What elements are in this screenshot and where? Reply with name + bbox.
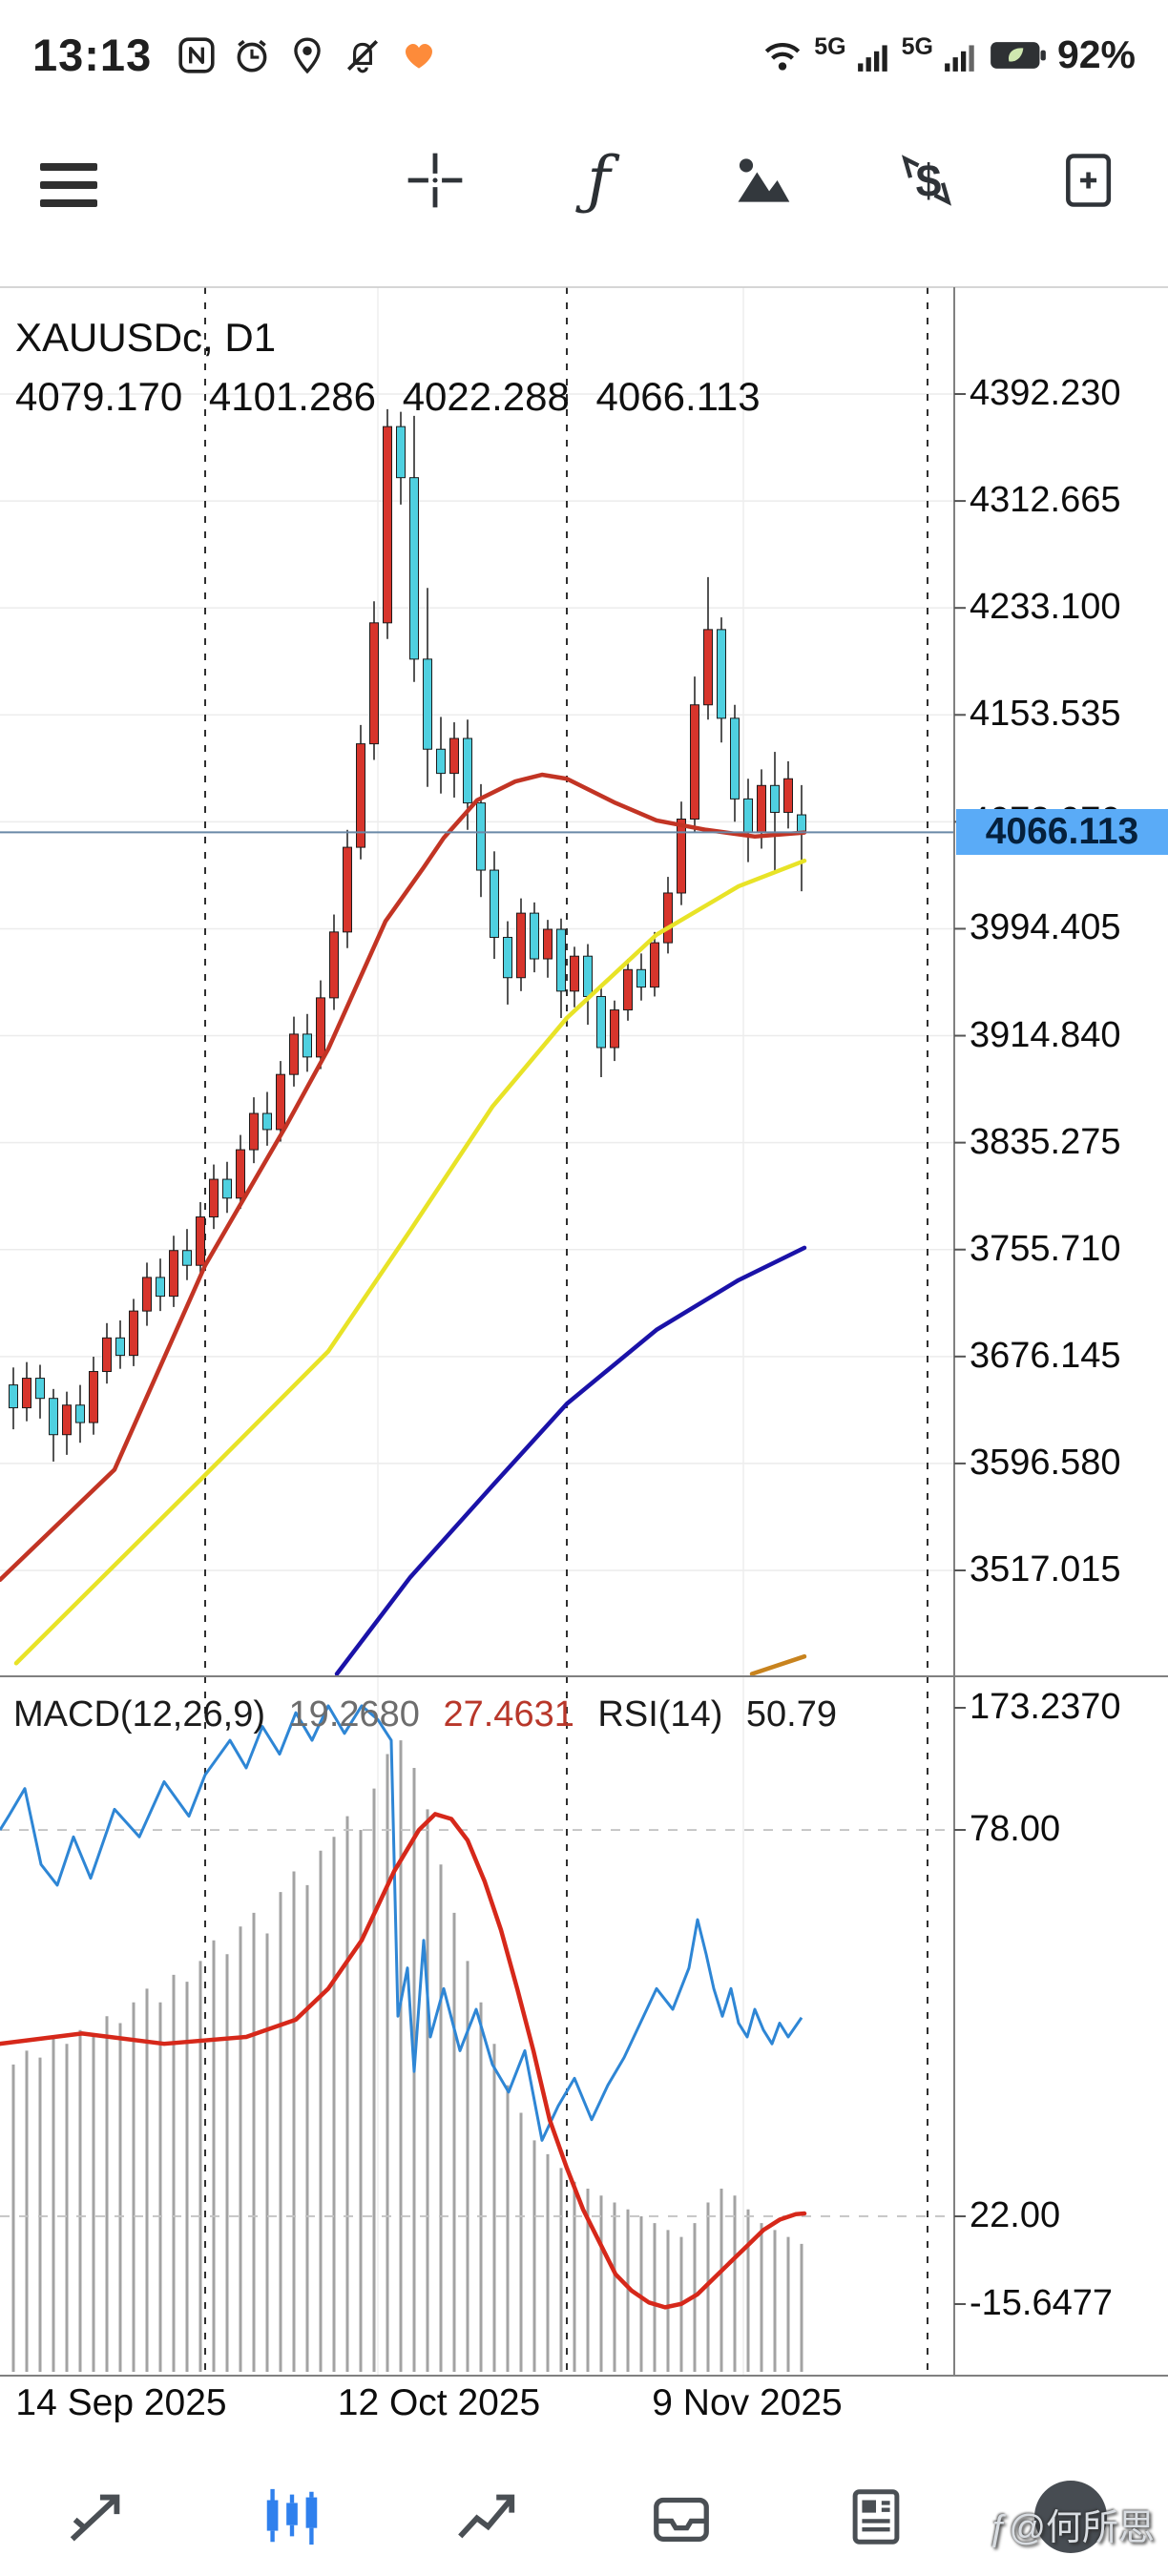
menu-button[interactable] [40,163,97,218]
symbol-period-label: XAUUSDc, D1 [15,315,277,360]
alarm-icon [237,39,267,73]
ma-yellow [13,858,807,1666]
objects-icon [738,158,790,202]
ma-navy [334,1245,807,1676]
ma-red [0,772,807,1583]
toolbox-icon [654,2497,709,2542]
date-axis-label: 9 Nov 2025 [652,2382,843,2423]
battery-icon [991,41,1046,69]
crosshair-button[interactable] [401,146,469,215]
date-axis-label: 14 Sep 2025 [15,2382,227,2423]
svg-text:$: $ [915,156,941,207]
watermark-text: ƒ@何所思 [989,2508,1155,2548]
indicator-values-row: MACD(12,26,9) 19.2680 27.4631 RSI(14) 50… [13,1694,850,1735]
current-price-badge: 4066.113 [956,809,1168,856]
nav-news[interactable] [833,2474,919,2560]
objects-button[interactable] [728,146,797,215]
price-axis-label: 4312.665 [970,480,1121,521]
function-icon: ƒ [587,143,611,217]
price-axis-label: 3835.275 [970,1121,1121,1162]
price-axis-label: 3755.710 [970,1228,1121,1269]
new-order-button[interactable] [1055,146,1124,215]
price-axis-label: 3914.840 [970,1014,1121,1055]
macd-value-2: 27.4631 [443,1694,574,1735]
wifi-icon [765,42,801,71]
ma-orange [749,1653,807,1676]
trend-line-icon [458,2494,515,2538]
trade-symbols-button[interactable]: $ [892,146,961,215]
mute-icon [347,39,379,73]
rsi-label: RSI(14) [597,1694,723,1735]
signal-line [0,1812,807,2310]
indicator-axis-label: 173.2370 [970,1687,1121,1727]
news-icon [852,2488,900,2545]
price-axis-label: 3676.145 [970,1335,1121,1376]
price-chart[interactable] [0,277,1168,2390]
rsi-value: 50.79 [745,1694,837,1735]
macd-value-1: 19.2680 [288,1694,420,1735]
chart-toolbar: ƒ $ [0,129,1168,258]
dollar-flow-icon: $ [901,155,951,207]
crosshair-icon [407,153,463,208]
date-axis-label: 12 Oct 2025 [337,2382,541,2423]
bottom-nav [0,2457,1168,2576]
new-order-icon [1066,154,1112,207]
status-right-icons: 5G 5G 92% [761,32,1136,77]
price-axis-label: 4153.535 [970,694,1121,735]
battery-percent: 92% [1056,32,1136,76]
clock-time: 13:13 [32,30,153,80]
nav-toolbox[interactable] [638,2474,724,2560]
price-axis-label: 3596.580 [970,1442,1121,1483]
avatar [1034,2480,1107,2553]
indicators-button[interactable]: ƒ [565,146,634,215]
location-icon [294,37,321,73]
heart-icon [406,43,433,69]
indicator-axis-label: 78.00 [970,1809,1061,1849]
signal-5g-icon [857,44,887,72]
status-left-icons [177,35,440,75]
network-5g-label: 5G [814,33,846,60]
price-axis-label: 4233.100 [970,587,1121,628]
price-axis-label: 3517.015 [970,1549,1121,1589]
nav-analytics[interactable] [444,2474,530,2560]
status-bar: 13:13 [0,0,1168,110]
price-axis-label: 3994.405 [970,907,1121,948]
price-axis-label: 4392.230 [970,373,1121,413]
macd-label: MACD(12,26,9) [13,1694,265,1735]
trade-arrows-icon [70,2494,120,2541]
rsi-line [0,1704,803,2142]
indicator-axis-label: -15.6477 [970,2283,1114,2323]
nav-trade[interactable] [54,2474,140,2560]
indicator-axis-label: 22.00 [970,2195,1061,2235]
network-5g-label: 5G [901,33,933,60]
candlestick-chart-icon [266,2488,318,2545]
ohlc-values: 4079.170 4101.286 4022.288 4066.113 [15,374,761,419]
nav-charts-active[interactable] [249,2474,335,2560]
nav-profile[interactable] [1028,2474,1114,2560]
signal-5g-icon-2 [945,44,974,72]
nfc-icon [178,36,215,73]
